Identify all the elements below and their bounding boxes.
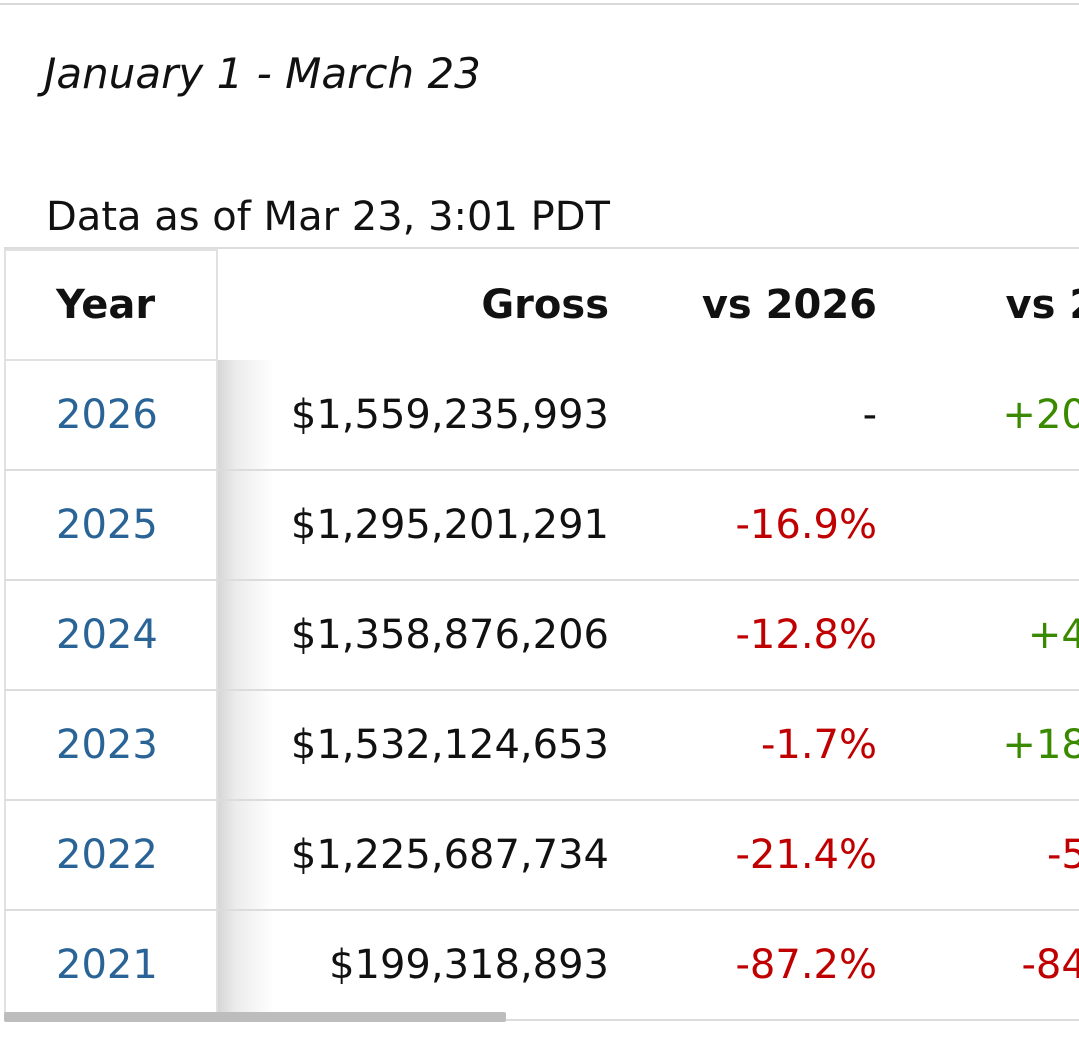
gross-value: $199,318,893 xyxy=(217,910,609,1021)
vs-2026-change: -12.8% xyxy=(609,580,877,691)
vs-2026-change: -16.9% xyxy=(609,470,877,581)
data-timestamp: Data as of Mar 23, 3:01 PDT xyxy=(46,194,610,240)
table-row: 2025 $1,295,201,291 -16.9% xyxy=(4,470,1079,581)
year-link[interactable]: 2026 xyxy=(4,360,218,471)
gross-value: $1,559,235,993 xyxy=(217,360,609,471)
vs-2026-change: -87.2% xyxy=(609,910,877,1021)
table-row: 2022$1,225,687,734-21.4%-5.4 xyxy=(4,800,1079,911)
vs-2026-change: -1.7% xyxy=(609,690,877,801)
year-link[interactable]: 2022 xyxy=(4,800,218,911)
vs-2026-change: -21.4% xyxy=(609,800,877,911)
column-header-year[interactable]: Year xyxy=(4,249,218,361)
table-row: 2026$1,559,235,993-+20.4 xyxy=(4,360,1079,471)
year-link[interactable]: 2023 xyxy=(4,690,218,801)
top-divider xyxy=(0,3,1079,5)
column-header-vs-next[interactable]: vs 20 xyxy=(1005,282,1079,328)
vs-next-change: +18.3 xyxy=(877,690,1079,801)
year-link[interactable]: 2025 xyxy=(4,470,218,581)
gross-value: $1,532,124,653 xyxy=(217,690,609,801)
vs-next-change: -5.4 xyxy=(877,800,1079,911)
column-header-gross[interactable]: Gross xyxy=(481,282,609,328)
gross-value: $1,358,876,206 xyxy=(217,580,609,691)
vs-next-change: +20.4 xyxy=(877,360,1079,471)
year-link[interactable]: 2021 xyxy=(4,910,218,1021)
table-row: 2024$1,358,876,206-12.8%+4.9 xyxy=(4,580,1079,691)
gross-comparison-table[interactable]: Year Gross vs 2026 vs 20 2026$1,559,235,… xyxy=(4,247,1079,1024)
table-row: 2021$199,318,893-87.2%-84.6 xyxy=(4,910,1079,1021)
vs-next-change: +4.9 xyxy=(877,580,1079,691)
table-header-row: Year Gross vs 2026 vs 20 xyxy=(4,249,1079,361)
gross-value: $1,295,201,291 xyxy=(217,470,609,581)
table-row: 2023$1,532,124,653-1.7%+18.3 xyxy=(4,690,1079,801)
vs-next-change: -84.6 xyxy=(877,910,1079,1021)
vs-2026-change: - xyxy=(609,360,877,471)
gross-value: $1,225,687,734 xyxy=(217,800,609,911)
vs-next-change xyxy=(877,470,1079,581)
horizontal-scrollbar[interactable] xyxy=(4,1012,506,1022)
year-link[interactable]: 2024 xyxy=(4,580,218,691)
column-header-vs-2026[interactable]: vs 2026 xyxy=(701,282,877,328)
date-range-title: January 1 - March 23 xyxy=(44,49,481,98)
